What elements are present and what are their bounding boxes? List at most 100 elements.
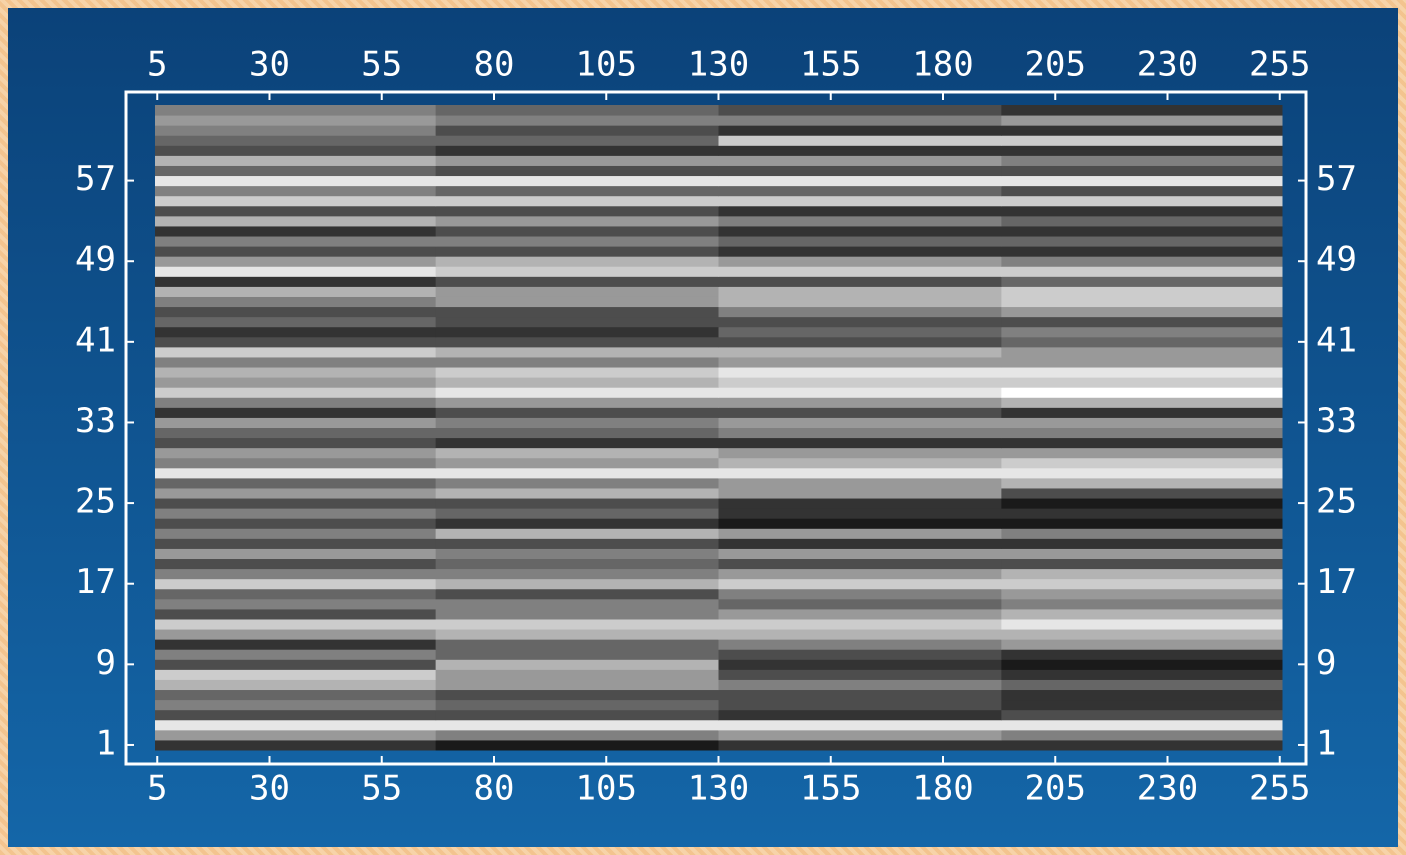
heat-cell	[155, 679, 436, 690]
heat-cell	[1001, 720, 1282, 731]
heat-cell	[1001, 135, 1282, 146]
heat-cell	[436, 690, 719, 701]
heat-cell	[1001, 397, 1282, 408]
heat-cell	[436, 347, 719, 358]
heat-cell	[719, 155, 1002, 166]
heat-cell	[155, 448, 436, 459]
heat-cell	[155, 599, 436, 610]
heat-cell	[1001, 377, 1282, 388]
y-tick-label: 25	[1316, 482, 1357, 522]
heat-cell	[719, 700, 1002, 711]
heat-cell	[719, 720, 1002, 731]
heat-cell	[155, 206, 436, 217]
heat-cell	[719, 266, 1002, 277]
heat-cell	[1001, 700, 1282, 711]
heat-cell	[436, 599, 719, 610]
heat-cell	[155, 307, 436, 318]
heat-cell	[436, 589, 719, 600]
heat-cell	[719, 246, 1002, 257]
heat-cell	[1001, 246, 1282, 257]
heat-cell	[155, 589, 436, 600]
y-tick-label: 17	[1316, 562, 1357, 602]
heat-cell	[719, 569, 1002, 580]
heat-cell	[1001, 115, 1282, 126]
chart: 5530305555808010510513013015515518018020…	[0, 0, 1406, 855]
heat-cell	[1001, 649, 1282, 660]
heat-cell	[1001, 256, 1282, 267]
heat-cell	[719, 417, 1002, 428]
heat-cell	[719, 468, 1002, 479]
heat-cell	[719, 387, 1002, 398]
heat-cell	[436, 397, 719, 408]
heat-cell	[436, 629, 719, 640]
heat-cell	[155, 569, 436, 580]
heat-cell	[436, 286, 719, 297]
heat-cell	[436, 700, 719, 711]
heat-cell	[1001, 488, 1282, 499]
heat-cell	[1001, 206, 1282, 217]
heat-cell	[1001, 478, 1282, 489]
heat-cell	[436, 226, 719, 237]
heat-cell	[155, 538, 436, 549]
heat-cell	[155, 458, 436, 469]
heat-cell	[719, 609, 1002, 620]
heat-cell	[436, 458, 719, 469]
heat-cell	[719, 518, 1002, 529]
y-tick-label: 1	[1316, 723, 1336, 763]
heat-cell	[155, 367, 436, 378]
heat-cell	[719, 690, 1002, 701]
y-tick-label: 57	[1316, 159, 1357, 199]
heat-cell	[436, 367, 719, 378]
heat-cell	[719, 196, 1002, 207]
heat-cell	[155, 478, 436, 489]
heat-cell	[719, 659, 1002, 670]
heat-cell	[1001, 105, 1282, 116]
heat-cell	[436, 327, 719, 338]
heat-cell	[719, 488, 1002, 499]
heat-cell	[155, 256, 436, 267]
heat-cell	[155, 559, 436, 570]
heat-cell	[436, 428, 719, 439]
x-tick-label: 105	[576, 45, 637, 85]
heat-cell	[155, 145, 436, 156]
heat-cell	[1001, 740, 1282, 751]
heat-cell	[436, 649, 719, 660]
heat-cell	[719, 367, 1002, 378]
heat-cell	[1001, 428, 1282, 439]
heat-cell	[436, 246, 719, 257]
heat-cell	[1001, 690, 1282, 701]
heat-cell	[1001, 155, 1282, 166]
heat-cell	[436, 528, 719, 539]
heat-cell	[436, 155, 719, 166]
heat-cell	[436, 196, 719, 207]
heat-cell	[1001, 145, 1282, 156]
page: 5530305555808010510513013015515518018020…	[0, 0, 1406, 855]
heat-cell	[1001, 337, 1282, 348]
heat-cell	[436, 710, 719, 721]
heat-cell	[436, 307, 719, 318]
heat-cell	[155, 629, 436, 640]
heat-cell	[1001, 276, 1282, 287]
heat-cell	[1001, 357, 1282, 368]
heat-cell	[719, 407, 1002, 418]
x-tick-label: 30	[249, 45, 290, 85]
heat-cell	[436, 115, 719, 126]
heat-cell	[1001, 599, 1282, 610]
heat-cell	[719, 135, 1002, 146]
heat-cell	[1001, 458, 1282, 469]
heat-cell	[155, 407, 436, 418]
heat-cell	[436, 186, 719, 197]
heat-cell	[155, 649, 436, 660]
heat-cell	[719, 286, 1002, 297]
heat-cell	[436, 548, 719, 559]
heat-cell	[1001, 659, 1282, 670]
heat-cell	[436, 407, 719, 418]
heat-cell	[1001, 569, 1282, 580]
heat-cell	[719, 548, 1002, 559]
heat-cell	[155, 659, 436, 670]
heat-cell	[1001, 548, 1282, 559]
heat-cell	[1001, 367, 1282, 378]
heat-cell	[719, 639, 1002, 650]
x-tick-label: 180	[912, 45, 973, 85]
heat-cell	[1001, 559, 1282, 570]
